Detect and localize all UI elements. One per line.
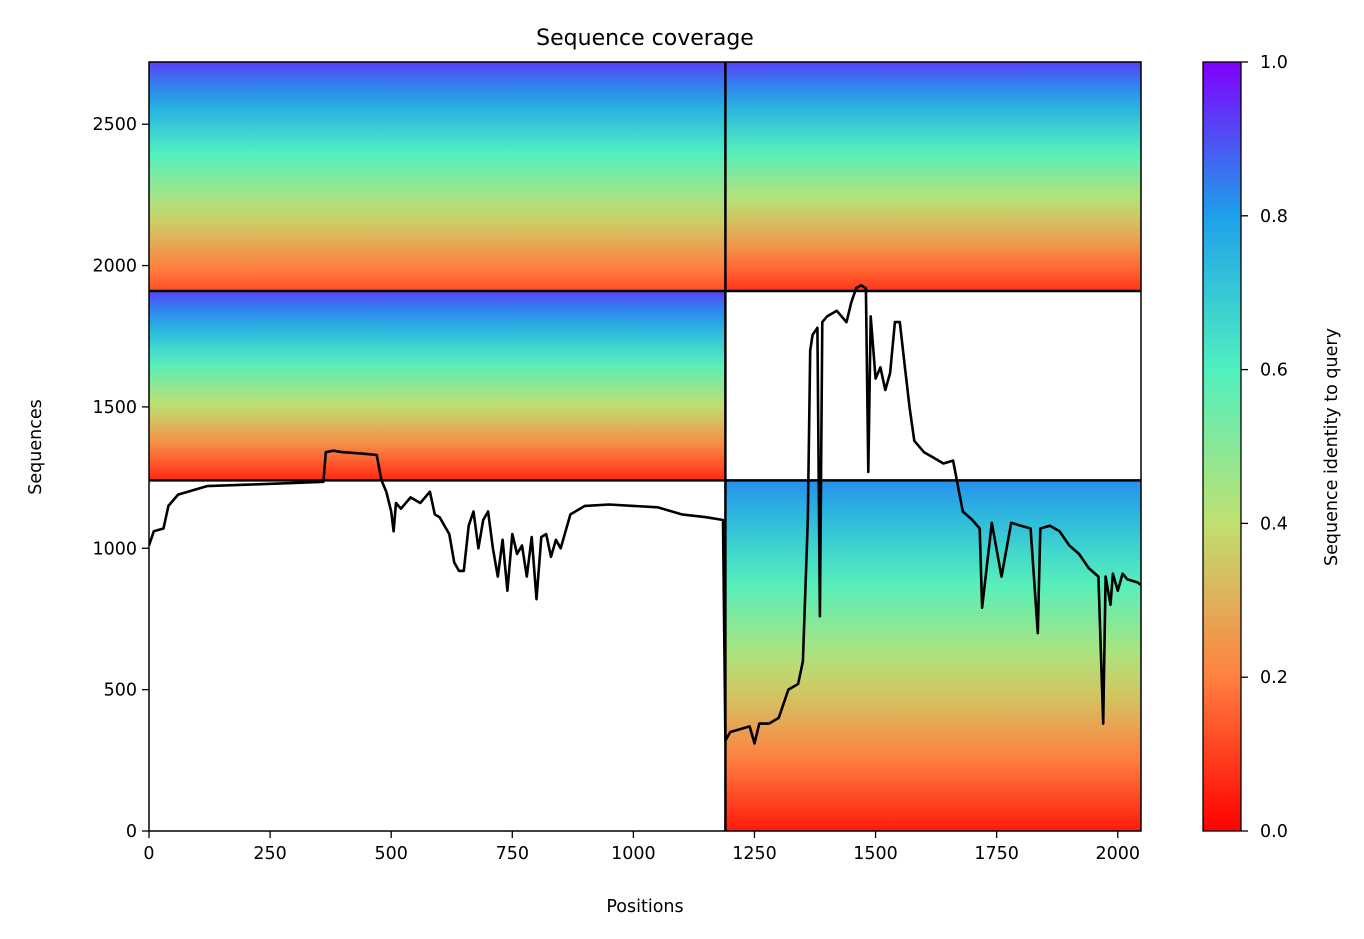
colorbar-tick-label: 0.8 [1260, 207, 1288, 227]
colorbar-tick-label: 0.4 [1260, 514, 1288, 534]
y-tick-label: 2000 [92, 257, 137, 277]
y-tick-label: 1500 [92, 398, 137, 418]
y-axis-label: Sequences [26, 399, 46, 494]
coverage-block [725, 480, 1141, 831]
colorbar-gradient [1202, 61, 1242, 832]
x-tick-label: 0 [143, 844, 154, 864]
y-tick-label: 2500 [92, 115, 137, 135]
x-tick-label: 2000 [1095, 844, 1140, 864]
colorbar-tick-label: 0.2 [1260, 668, 1288, 688]
x-tick-label: 250 [253, 844, 286, 864]
coverage-block [725, 62, 1141, 292]
y-tick-label: 1000 [92, 539, 137, 559]
colorbar-tick-label: 0.0 [1260, 822, 1288, 842]
coverage-line [149, 284, 1141, 745]
y-axis: 0 500 1000 1500 2000 2500 [92, 115, 149, 842]
colorbar: 0.0 0.2 0.4 0.6 0.8 1.0 [1202, 53, 1288, 842]
x-tick-label: 1750 [974, 844, 1019, 864]
x-tick-label: 1500 [853, 844, 898, 864]
x-axis: 0 250 500 750 1000 1250 1500 1750 2000 [143, 831, 1140, 864]
coverage-block [149, 62, 726, 292]
x-tick-label: 500 [374, 844, 407, 864]
x-axis-label: Positions [606, 897, 683, 917]
y-tick-label: 500 [104, 681, 137, 701]
x-tick-label: 1250 [732, 844, 777, 864]
chart-title: Sequence coverage [536, 26, 754, 51]
x-tick-label: 750 [496, 844, 529, 864]
coverage-block [149, 291, 726, 481]
colorbar-tick-label: 1.0 [1260, 53, 1288, 73]
y-tick-label: 0 [126, 822, 137, 842]
x-tick-label: 1000 [611, 844, 656, 864]
plot-frame [148, 61, 1142, 832]
coverage-line-layer [149, 284, 1141, 745]
colorbar-label: Sequence identity to query [1322, 328, 1342, 566]
coverage-blocks [149, 62, 1141, 831]
colorbar-tick-label: 0.6 [1260, 361, 1288, 381]
